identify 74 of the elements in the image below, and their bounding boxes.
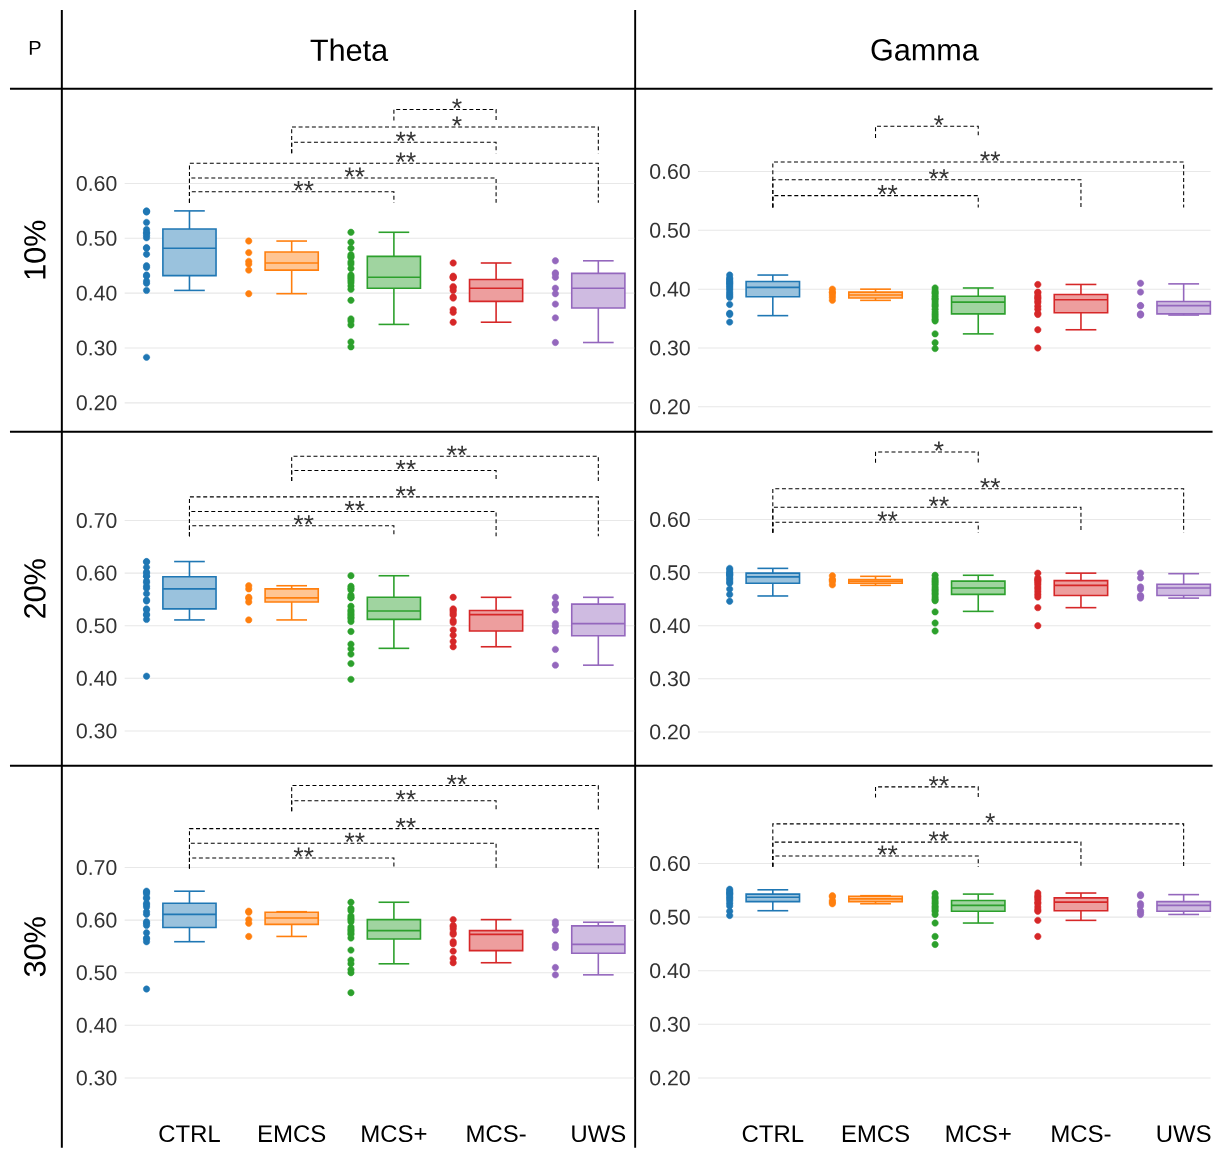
- text: **: [980, 151, 1001, 161]
- y-tick-label: 0.60: [650, 512, 690, 528]
- x-tick-label: UWS: [1157, 1125, 1211, 1143]
- y-tick-label: 0.20: [650, 724, 690, 740]
- text: **: [395, 818, 416, 828]
- x-tick-label: UWS: [572, 1125, 626, 1143]
- x-tick-label: EMCS: [259, 1125, 326, 1143]
- x-tick-label: CTRL: [159, 1125, 220, 1143]
- chart-title: Gamma: [871, 39, 979, 61]
- text: *: [934, 441, 944, 451]
- y-tick-label: 0.60: [650, 856, 690, 872]
- annotation: **: [877, 185, 898, 195]
- x-tick-label: MCS-: [467, 1125, 526, 1143]
- y-tick-label: 0.30: [650, 671, 690, 687]
- text: *: [452, 98, 462, 109]
- y-tick-label: 0.30: [650, 1016, 690, 1032]
- y-tick-label: 0.60: [76, 912, 117, 928]
- x-tick-label: MCS+: [946, 1125, 1011, 1143]
- text: **: [344, 501, 365, 511]
- text: *: [934, 115, 944, 126]
- text: *: [985, 813, 995, 823]
- y-tick-label: 0.50: [650, 222, 690, 238]
- text: **: [395, 152, 416, 163]
- y-tick-label: 0.50: [650, 565, 690, 581]
- text: **: [344, 832, 365, 843]
- y-tick-label: 0.70: [76, 860, 117, 876]
- y-tick-label: 0.20: [650, 399, 690, 415]
- x-tick-label: MCS+: [362, 1125, 427, 1143]
- y-tick-label: 0.40: [76, 285, 117, 301]
- y-tick-label: 0.50: [76, 618, 117, 634]
- y-tick-label: 0.40: [650, 281, 690, 297]
- text: **: [928, 776, 949, 786]
- y-axis-title: 30%: [24, 917, 46, 977]
- y-tick-label: 0.70: [76, 513, 117, 529]
- text: **: [928, 496, 949, 507]
- text: **: [980, 478, 1001, 488]
- y-tick-label: 0.40: [76, 1017, 117, 1033]
- y-tick-label: 0.20: [76, 395, 117, 411]
- annotation: **: [877, 511, 898, 522]
- y-tick-label: 0.40: [650, 618, 690, 634]
- text: **: [395, 131, 416, 142]
- y-tick-label: 0.50: [650, 909, 690, 925]
- y-tick-label: 0.60: [650, 164, 690, 180]
- x-tick-label: MCS-: [1052, 1125, 1111, 1143]
- text: **: [395, 460, 416, 470]
- y-tick-label: 0.40: [76, 670, 117, 686]
- annotation: **: [293, 515, 314, 525]
- annotation: **: [293, 181, 314, 191]
- text: **: [344, 167, 365, 177]
- y-tick-label: 0.50: [76, 965, 117, 981]
- text: P: [29, 41, 41, 55]
- chart-title: Theta: [310, 38, 389, 62]
- text: **: [447, 445, 467, 456]
- y-tick-label: 0.30: [650, 340, 690, 356]
- y-tick-label: 0.60: [76, 176, 117, 192]
- text: **: [395, 790, 416, 800]
- y-tick-label: 0.30: [76, 1070, 117, 1086]
- y-tick-label: 0.30: [76, 340, 117, 356]
- y-axis-title: 20%: [24, 559, 46, 618]
- y-tick-label: 0.50: [76, 230, 117, 246]
- text: **: [877, 845, 898, 855]
- text: **: [395, 486, 416, 496]
- y-tick-label: 0.40: [650, 963, 690, 979]
- text: **: [447, 775, 467, 785]
- text: **: [293, 847, 314, 857]
- y-tick-label: 0.60: [76, 565, 117, 581]
- y-tick-label: 0.20: [650, 1070, 690, 1086]
- annotation: **: [928, 169, 949, 179]
- y-axis-title: 10%: [24, 220, 46, 279]
- text: *: [452, 116, 462, 126]
- x-tick-label: CTRL: [742, 1125, 804, 1143]
- y-tick-label: 0.30: [76, 723, 117, 739]
- x-tick-label: EMCS: [842, 1125, 909, 1143]
- text: **: [928, 831, 949, 841]
